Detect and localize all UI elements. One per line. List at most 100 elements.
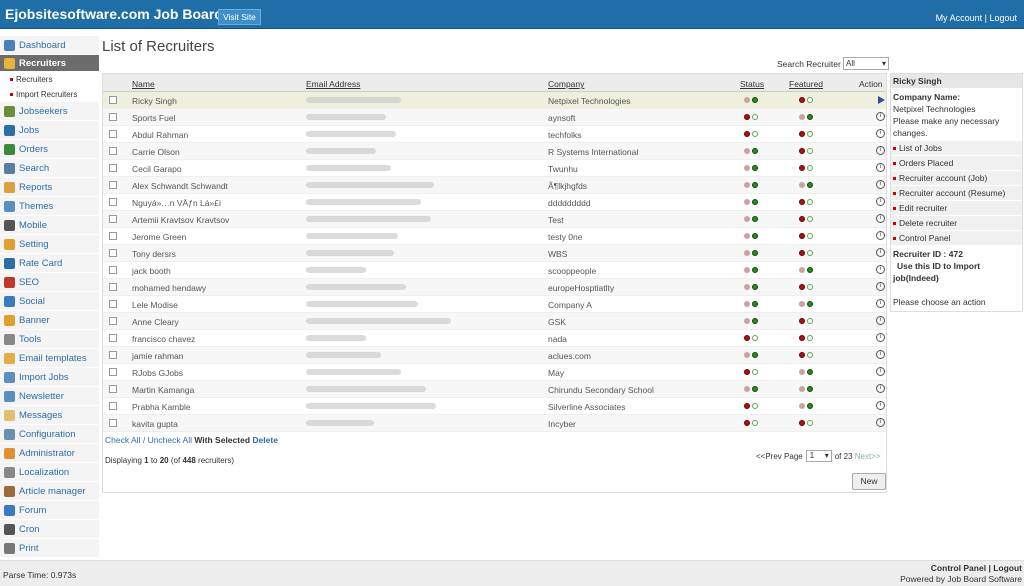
status-toggle[interactable]: [744, 165, 760, 172]
next-link[interactable]: Next>>: [854, 451, 881, 461]
recruiter-name[interactable]: Prabha Kamble: [132, 402, 191, 412]
row-checkbox[interactable]: [109, 130, 117, 138]
recruiter-name[interactable]: Ricky Singh: [132, 96, 177, 106]
info-icon[interactable]: i: [876, 282, 885, 291]
info-icon[interactable]: i: [876, 350, 885, 359]
sidebar-item-email-templates[interactable]: Email templates: [0, 349, 99, 368]
prev-link[interactable]: <<Prev: [756, 451, 782, 461]
table-row[interactable]: kavita gupta Incyber i: [103, 415, 886, 432]
sidebar-subitem-import-recruiters[interactable]: Import Recruiters: [0, 87, 99, 102]
recruiter-name[interactable]: Tony dersrs: [132, 249, 176, 259]
sidebar-item-banner[interactable]: Banner: [0, 311, 99, 330]
sidebar-item-dashboard[interactable]: Dashboard: [0, 36, 99, 55]
featured-toggle[interactable]: [799, 216, 815, 223]
sidebar-item-recruiters[interactable]: Recruiters: [0, 55, 99, 72]
featured-toggle[interactable]: [799, 369, 815, 376]
sidebar-item-social[interactable]: Social: [0, 292, 99, 311]
status-toggle[interactable]: [744, 233, 760, 240]
recruiter-name[interactable]: Nguyá»…n VÄƒn Lá»£i: [132, 198, 221, 208]
row-checkbox[interactable]: [109, 249, 117, 257]
sidebar-item-cron[interactable]: Cron: [0, 520, 99, 539]
sidebar-subitem-recruiters[interactable]: Recruiters: [0, 72, 99, 87]
sidebar-item-jobs[interactable]: Jobs: [0, 121, 99, 140]
row-checkbox[interactable]: [109, 181, 117, 189]
panel-link-delete-recruiter[interactable]: Delete recruiter: [891, 216, 1022, 231]
recruiter-name[interactable]: Lele Modise: [132, 300, 178, 310]
table-row[interactable]: Abdul Rahman techfolks i: [103, 126, 886, 143]
featured-toggle[interactable]: [799, 352, 815, 359]
table-row[interactable]: RJobs GJobs May i: [103, 364, 886, 381]
status-toggle[interactable]: [744, 420, 760, 427]
table-row[interactable]: Alex Schwandt Schwandt Ã¶lkjhgfds i: [103, 177, 886, 194]
featured-toggle[interactable]: [799, 386, 815, 393]
recruiter-name[interactable]: Alex Schwandt Schwandt: [132, 181, 228, 191]
row-checkbox[interactable]: [109, 198, 117, 206]
info-icon[interactable]: i: [876, 333, 885, 342]
row-checkbox[interactable]: [109, 113, 117, 121]
row-checkbox[interactable]: [109, 351, 117, 359]
row-checkbox[interactable]: [109, 147, 117, 155]
new-button[interactable]: New: [852, 473, 886, 490]
featured-toggle[interactable]: [799, 403, 815, 410]
status-toggle[interactable]: [744, 403, 760, 410]
check-all-link[interactable]: Check All: [105, 435, 141, 445]
row-checkbox[interactable]: [109, 402, 117, 410]
status-toggle[interactable]: [744, 182, 760, 189]
footer-control-panel-link[interactable]: Control Panel: [930, 563, 987, 573]
sidebar-item-messages[interactable]: Messages: [0, 406, 99, 425]
sidebar-item-forum[interactable]: Forum: [0, 501, 99, 520]
sidebar-item-jobseekers[interactable]: Jobseekers: [0, 102, 99, 121]
row-checkbox[interactable]: [109, 283, 117, 291]
status-toggle[interactable]: [744, 386, 760, 393]
col-email-header[interactable]: Email Address: [306, 79, 361, 89]
search-recruiter-select[interactable]: All: [843, 57, 889, 70]
sidebar-item-themes[interactable]: Themes: [0, 197, 99, 216]
powered-by-link[interactable]: Job Board Software: [947, 574, 1022, 584]
info-icon[interactable]: i: [876, 299, 885, 308]
table-row[interactable]: Sports Fuel aynsoft i: [103, 109, 886, 126]
row-checkbox[interactable]: [109, 368, 117, 376]
my-account-link[interactable]: My Account: [935, 13, 983, 23]
status-toggle[interactable]: [744, 284, 760, 291]
table-row[interactable]: francisco chavez nada i: [103, 330, 886, 347]
col-status-header[interactable]: Status: [740, 79, 765, 89]
play-icon[interactable]: [878, 96, 885, 104]
table-row[interactable]: mohamed hendawy europeHosptiatlty i: [103, 279, 886, 296]
featured-toggle[interactable]: [799, 233, 815, 240]
panel-link-orders-placed[interactable]: Orders Placed: [891, 156, 1022, 171]
recruiter-name[interactable]: mohamed hendawy: [132, 283, 207, 293]
panel-link-recruiter-account-job[interactable]: Recruiter account (Job): [891, 171, 1022, 186]
status-toggle[interactable]: [744, 335, 760, 342]
table-row[interactable]: jamie rahman aclues.com i: [103, 347, 886, 364]
sidebar-item-configuration[interactable]: Configuration: [0, 425, 99, 444]
footer-logout-link[interactable]: Logout: [993, 563, 1022, 573]
sidebar-item-rate-card[interactable]: Rate Card: [0, 254, 99, 273]
recruiter-name[interactable]: kavita gupta: [132, 419, 178, 429]
featured-toggle[interactable]: [799, 318, 815, 325]
recruiter-name[interactable]: Jerome Green: [132, 232, 187, 242]
info-icon[interactable]: i: [876, 418, 885, 427]
recruiter-name[interactable]: Anne Cleary: [132, 317, 179, 327]
table-row[interactable]: Cecil Garapo Twunhu i: [103, 160, 886, 177]
featured-toggle[interactable]: [799, 199, 815, 206]
featured-toggle[interactable]: [799, 335, 815, 342]
uncheck-all-link[interactable]: Uncheck All: [147, 435, 192, 445]
info-icon[interactable]: i: [876, 129, 885, 138]
status-toggle[interactable]: [744, 216, 760, 223]
table-row[interactable]: Carrie Olson R Systems International i: [103, 143, 886, 160]
sidebar-item-search[interactable]: Search: [0, 159, 99, 178]
table-row[interactable]: Prabha Kamble Silverline Associates i: [103, 398, 886, 415]
recruiter-name[interactable]: Artemii Kravtsov Kravtsov: [132, 215, 230, 225]
sidebar-item-administrator[interactable]: Administrator: [0, 444, 99, 463]
featured-toggle[interactable]: [799, 267, 815, 274]
featured-toggle[interactable]: [799, 301, 815, 308]
sidebar-item-seo[interactable]: SEO: [0, 273, 99, 292]
sidebar-item-localization[interactable]: Localization: [0, 463, 99, 482]
row-checkbox[interactable]: [109, 215, 117, 223]
table-row[interactable]: jack booth scooppeople i: [103, 262, 886, 279]
status-toggle[interactable]: [744, 267, 760, 274]
panel-link-edit-recruiter[interactable]: Edit recruiter: [891, 201, 1022, 216]
table-row[interactable]: Jerome Green testy 0ne i: [103, 228, 886, 245]
panel-link-list-of-jobs[interactable]: List of Jobs: [891, 141, 1022, 156]
info-icon[interactable]: i: [876, 197, 885, 206]
